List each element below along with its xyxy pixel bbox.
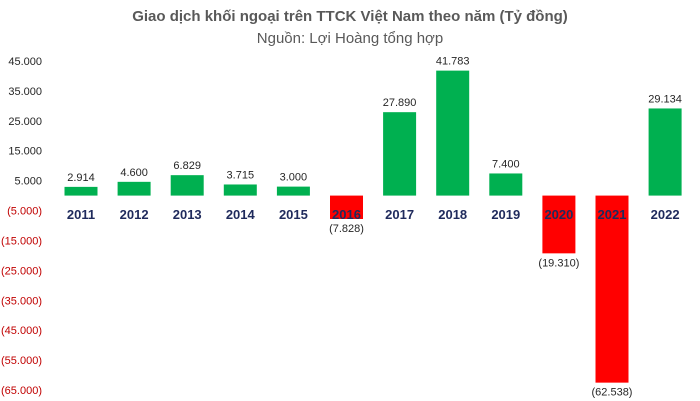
data-label: 6.829 [173,160,201,172]
y-tick-label: 5.000 [14,176,42,188]
category-label: 2019 [491,207,520,222]
category-label: 2012 [120,207,149,222]
y-tick-label: (45.000) [1,325,42,337]
data-label: 27.890 [383,97,417,109]
data-label: 41.783 [436,56,470,68]
data-label: 3.000 [280,172,308,184]
y-tick-label: (35.000) [1,295,42,307]
data-label: (62.538) [592,387,633,399]
data-label: (7.828) [329,223,364,235]
bar [595,195,629,383]
bar [648,108,682,196]
bar [542,195,576,254]
category-label: 2020 [544,207,573,222]
data-label: 3.715 [227,169,255,181]
y-tick-label: (55.000) [1,355,42,367]
data-labels: 2.914 4.600 6.829 3.715 3.000 (7.828) 27.890 41… [67,56,682,399]
y-tick-label: (65.000) [1,385,42,397]
y-axis-ticks: 45.000 35.000 25.000 15.000 5.000 (5.000) (15.… [1,56,42,397]
category-label: 2018 [438,207,467,222]
category-labels: 2011 2012 2013 2014 2015 2016 2017 2018 2019 2020… [67,207,680,222]
category-label: 2011 [67,207,95,222]
y-tick-label: (15.000) [1,235,42,247]
bar [489,173,523,196]
data-label: 7.400 [492,158,520,170]
bar [276,186,310,196]
y-tick-label: 25.000 [8,116,42,128]
category-label: 2017 [385,207,414,222]
data-label: 2.914 [67,172,95,184]
data-label: (19.310) [538,257,579,269]
bar [330,195,363,220]
category-label: 2013 [173,207,202,222]
y-tick-label: (25.000) [1,265,42,277]
chart-subtitle: Nguồn: Lợi Hoàng tổng hợp [256,30,444,47]
category-label: 2015 [279,207,308,222]
bar [223,184,257,196]
bars [64,70,682,383]
bar [383,112,417,196]
bar [117,181,151,196]
category-label: 2022 [651,207,680,222]
data-label: 4.600 [120,167,148,179]
y-tick-label: 45.000 [8,56,42,68]
bar [170,175,204,196]
chart-title: Giao dịch khối ngoại trên TTCK Việt Nam … [132,8,568,25]
data-label: 29.134 [648,93,682,105]
y-tick-label: 35.000 [8,86,42,98]
y-tick-label: 15.000 [8,146,42,158]
bar [436,70,470,196]
category-label: 2021 [598,207,627,222]
category-label: 2016 [332,207,361,222]
y-tick-label: (5.000) [7,206,42,218]
bar [64,186,98,196]
category-label: 2014 [226,207,256,222]
